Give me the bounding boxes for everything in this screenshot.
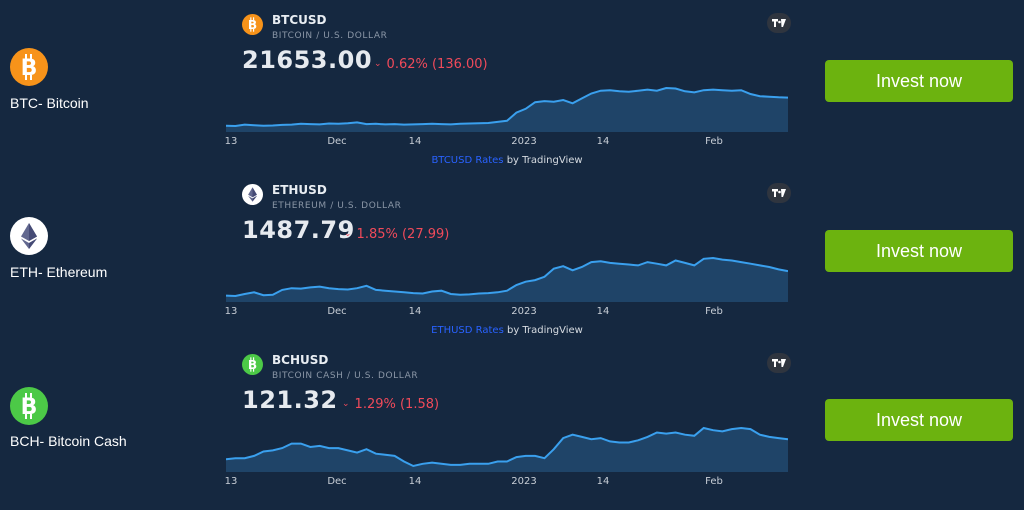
ticker-change: ⌄ 1.85% (27.99) bbox=[344, 227, 449, 242]
x-axis-tick: 2023 bbox=[511, 136, 537, 147]
x-axis-tick: Feb bbox=[705, 136, 723, 147]
rates-link[interactable]: BTCUSD Rates bbox=[431, 155, 504, 166]
down-chevron-icon: ⌄ bbox=[374, 59, 382, 69]
ticker-widget[interactable]: ETHUSD ETHEREUM / U.S. DOLLAR 1487.79 ⌄ 1.85… bbox=[222, 178, 792, 336]
tradingview-logo-icon[interactable] bbox=[767, 353, 791, 373]
tradingview-credit: ETHUSD Rates by TradingView bbox=[222, 325, 792, 336]
rates-link[interactable]: ETHUSD Rates bbox=[431, 325, 504, 336]
bitcoin-cash-icon-small: B bbox=[242, 354, 263, 375]
x-axis-tick: 13 bbox=[224, 476, 238, 487]
x-axis-tick: 14 bbox=[408, 476, 422, 487]
price-chart[interactable] bbox=[226, 424, 788, 472]
tradingview-logo-icon[interactable] bbox=[767, 183, 791, 203]
chart-line bbox=[226, 426, 788, 468]
chart-line bbox=[226, 86, 788, 128]
x-axis-tick: Dec bbox=[327, 306, 347, 317]
invest-now-button[interactable]: Invest now bbox=[825, 60, 1013, 102]
credit-text: by TradingView bbox=[506, 155, 583, 166]
x-axis-tick: 14 bbox=[596, 476, 610, 487]
down-chevron-icon: ⌄ bbox=[344, 229, 352, 239]
x-axis-tick: 13 bbox=[224, 306, 238, 317]
svg-text:B: B bbox=[21, 395, 38, 420]
crypto-row-bchusd: B BCH- Bitcoin Cash B BCHUSD BITCOIN CASH / … bbox=[0, 340, 1024, 510]
x-axis-tick: Dec bbox=[327, 136, 347, 147]
chart-area bbox=[226, 258, 788, 302]
tradingview-credit: BTCUSD Rates by TradingView bbox=[222, 155, 792, 166]
bitcoin-icon: B bbox=[10, 48, 48, 86]
ticker-symbol: BCHUSD bbox=[272, 353, 329, 367]
ticker-widget[interactable]: B BTCUSD BITCOIN / U.S. DOLLAR 21653.00 ⌄ 0.6… bbox=[222, 8, 792, 166]
x-axis-tick: Feb bbox=[705, 476, 723, 487]
ticker-symbol: ETHUSD bbox=[272, 183, 327, 197]
ethereum-icon-small bbox=[242, 184, 263, 205]
ticker-widget[interactable]: B BCHUSD BITCOIN CASH / U.S. DOLLAR 121.32 ⌄… bbox=[222, 348, 792, 503]
ticker-description: BITCOIN / U.S. DOLLAR bbox=[272, 31, 388, 41]
tradingview-logo-icon[interactable] bbox=[767, 13, 791, 33]
credit-text: by TradingView bbox=[506, 325, 583, 336]
invest-now-button[interactable]: Invest now bbox=[825, 230, 1013, 272]
ticker-change: ⌄ 1.29% (1.58) bbox=[342, 397, 439, 412]
chart-line bbox=[226, 256, 788, 298]
bitcoin-icon-small: B bbox=[242, 14, 263, 35]
crypto-row-ethusd: ETH- Ethereum ETHUSD ETHEREUM / U.S. DOLLA… bbox=[0, 170, 1024, 340]
x-axis-tick: 14 bbox=[408, 136, 422, 147]
ticker-description: ETHEREUM / U.S. DOLLAR bbox=[272, 201, 402, 211]
x-axis-tick: Dec bbox=[327, 476, 347, 487]
ticker-price: 121.32 bbox=[242, 386, 338, 414]
x-axis-tick: 2023 bbox=[511, 306, 537, 317]
svg-text:B: B bbox=[248, 358, 257, 372]
ticker-price: 1487.79 bbox=[242, 216, 355, 244]
coin-name: BTC- Bitcoin bbox=[10, 95, 89, 111]
change-value: 1.85% (27.99) bbox=[356, 227, 450, 242]
down-chevron-icon: ⌄ bbox=[342, 399, 350, 409]
coin-name: ETH- Ethereum bbox=[10, 264, 108, 280]
x-axis-tick: 14 bbox=[596, 306, 610, 317]
chart-area bbox=[226, 428, 788, 472]
x-axis-tick: 14 bbox=[596, 136, 610, 147]
svg-text:B: B bbox=[21, 56, 38, 81]
change-value: 1.29% (1.58) bbox=[354, 397, 440, 412]
ticker-description: BITCOIN CASH / U.S. DOLLAR bbox=[272, 371, 419, 381]
crypto-row-btcusd: B BTC- Bitcoin B BTCUSD BITCOIN / U.S. DOLLA… bbox=[0, 0, 1024, 170]
ticker-symbol: BTCUSD bbox=[272, 13, 327, 27]
invest-now-button[interactable]: Invest now bbox=[825, 399, 1013, 441]
ticker-change: ⌄ 0.62% (136.00) bbox=[374, 57, 488, 72]
chart-area bbox=[226, 88, 788, 132]
price-chart[interactable] bbox=[226, 254, 788, 302]
price-chart[interactable] bbox=[226, 84, 788, 132]
ethereum-icon bbox=[10, 217, 48, 255]
x-axis-tick: 13 bbox=[224, 136, 238, 147]
x-axis-tick: Feb bbox=[705, 306, 723, 317]
x-axis-tick: 14 bbox=[408, 306, 422, 317]
change-value: 0.62% (136.00) bbox=[386, 57, 488, 72]
x-axis-tick: 2023 bbox=[511, 476, 537, 487]
coin-name: BCH- Bitcoin Cash bbox=[10, 433, 127, 449]
bitcoin-cash-icon: B bbox=[10, 387, 48, 425]
ticker-price: 21653.00 bbox=[242, 46, 373, 74]
svg-text:B: B bbox=[248, 18, 257, 32]
